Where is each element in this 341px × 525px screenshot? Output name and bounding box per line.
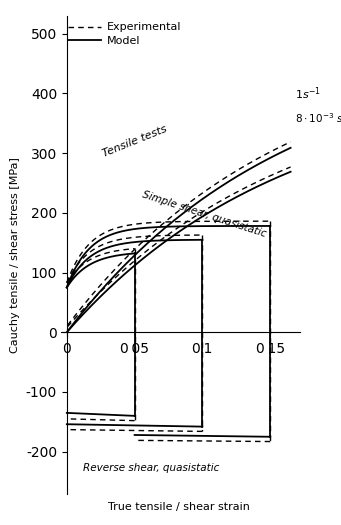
Text: $8 \cdot 10^{-3}\ s^{-1}$: $8 \cdot 10^{-3}\ s^{-1}$: [295, 112, 341, 125]
Legend: Experimental, Model: Experimental, Model: [64, 18, 186, 50]
Text: Tensile tests: Tensile tests: [101, 124, 168, 159]
Text: Reverse shear, quasistatic: Reverse shear, quasistatic: [83, 463, 220, 472]
Y-axis label: Cauchy tensile / shear stress [MPa]: Cauchy tensile / shear stress [MPa]: [10, 156, 20, 353]
Text: True tensile / shear strain: True tensile / shear strain: [108, 502, 250, 512]
Text: Simple shear, quasistatic: Simple shear, quasistatic: [142, 190, 268, 239]
Text: $1s^{-1}$: $1s^{-1}$: [295, 85, 321, 102]
